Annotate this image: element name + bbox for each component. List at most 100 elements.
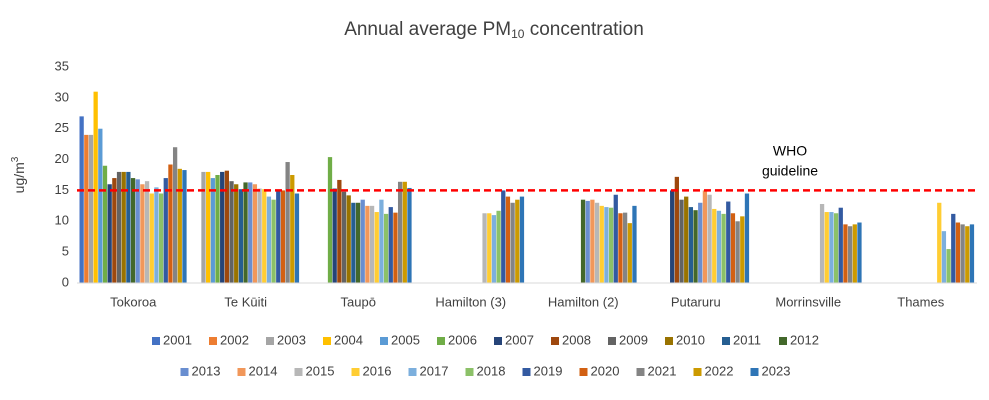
title-part: 10 [511, 27, 525, 41]
legend-label: 2017 [420, 363, 449, 378]
bar [604, 207, 609, 283]
legend-label: 2008 [562, 332, 591, 347]
legend-label: 2012 [790, 332, 819, 347]
bar [243, 182, 248, 283]
legend-label: 2010 [676, 332, 705, 347]
legend-label: 2001 [163, 332, 192, 347]
x-tick-label: Tokoroa [110, 294, 157, 309]
bar [238, 189, 244, 283]
y-tick-label: 15 [55, 182, 69, 197]
bar [482, 213, 487, 283]
bar [402, 181, 407, 283]
bar [510, 202, 515, 283]
legend-swatch [294, 368, 303, 376]
legend-label: 2015 [306, 363, 335, 378]
bar [838, 207, 843, 283]
x-tick-label: Morrinsville [775, 294, 841, 309]
bar [112, 178, 117, 283]
bar [369, 205, 375, 283]
bar [857, 222, 862, 283]
legend-label: 2018 [477, 363, 506, 378]
bar [98, 128, 103, 283]
bar [505, 196, 511, 283]
bar [599, 205, 604, 283]
bar [168, 164, 173, 283]
legend-label: 2003 [277, 332, 306, 347]
bar [351, 202, 356, 283]
bar [726, 201, 731, 283]
x-tick-label: Taupō [341, 294, 376, 309]
legend-swatch [437, 337, 445, 345]
bar [590, 199, 595, 283]
y-tick-label: 10 [55, 213, 69, 228]
chart-title: Annual average PM10 concentration [344, 19, 644, 41]
x-tick-label: Hamilton (2) [548, 294, 619, 309]
y-tick-label: 0 [62, 274, 69, 289]
y-tick-label: 25 [55, 120, 69, 135]
bar [937, 202, 942, 283]
bar [740, 216, 745, 283]
bar [84, 134, 89, 283]
legend-label: 2004 [334, 332, 363, 347]
legend-label: 2002 [220, 332, 249, 347]
bar [121, 171, 126, 283]
bar [266, 196, 272, 283]
bar [688, 207, 694, 283]
bar [177, 168, 182, 283]
bar [158, 193, 164, 283]
bar [833, 213, 839, 283]
legend-label: 2013 [192, 363, 221, 378]
bar [965, 226, 970, 283]
bar [847, 226, 853, 283]
bar [622, 212, 628, 283]
bar [608, 207, 614, 283]
bar [819, 204, 825, 283]
bar [580, 199, 586, 283]
bar [285, 162, 290, 283]
bar [107, 184, 112, 283]
bar [262, 189, 267, 283]
bar [674, 176, 679, 283]
title-part: Annual average PM [344, 19, 511, 40]
bar [341, 191, 347, 283]
legend-swatch [180, 368, 189, 376]
bar [379, 199, 384, 283]
legend-label: 2020 [591, 363, 620, 378]
bar [130, 178, 136, 283]
bar [969, 224, 975, 283]
bar [829, 212, 834, 283]
y-tick-label: 5 [62, 244, 69, 259]
legend-swatch [522, 368, 531, 376]
y-label-part: 3 [10, 156, 21, 162]
legend-swatch [636, 368, 645, 376]
bar [670, 190, 675, 283]
bar [407, 187, 412, 283]
legend-swatch [494, 337, 502, 345]
bar [360, 199, 365, 283]
bar [102, 165, 108, 283]
y-tick-label: 20 [55, 151, 69, 166]
legend-swatch [579, 368, 588, 376]
bar [594, 202, 600, 283]
legend-swatch [266, 337, 274, 345]
bar [229, 181, 234, 283]
bar [702, 190, 708, 283]
bar [135, 179, 140, 283]
bar [140, 184, 145, 283]
bar [365, 205, 370, 283]
legend-swatch [209, 337, 217, 345]
bar [215, 175, 220, 283]
bar [955, 222, 961, 283]
bar [960, 224, 965, 283]
legend-swatch [608, 337, 616, 345]
bar [210, 178, 215, 283]
bar [126, 171, 131, 283]
legend-swatch [152, 337, 160, 345]
y-label-part: ug/m [11, 162, 27, 193]
bar [290, 175, 295, 283]
legend-label: 2006 [448, 332, 477, 347]
bar [712, 208, 717, 283]
bar [383, 213, 389, 283]
